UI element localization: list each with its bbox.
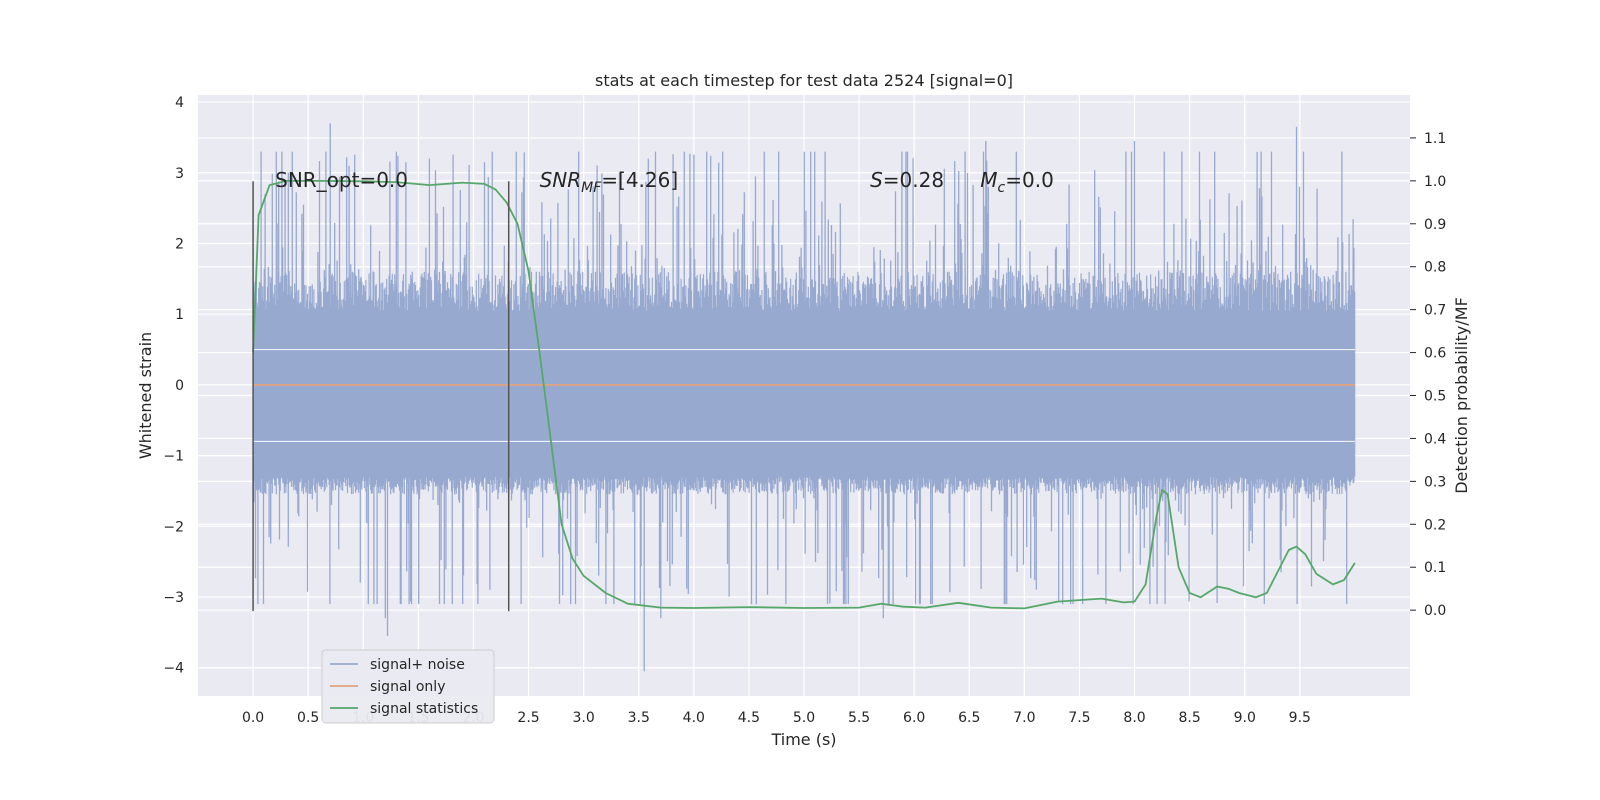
y2-tick-label: 0.7 [1424,303,1446,319]
x-tick-label: 7.0 [1013,710,1035,726]
x-tick-label: 2.5 [517,710,539,726]
y2-tick-label: 1.1 [1424,131,1446,147]
legend-label: signal only [370,679,445,695]
y2-tick-label: 0.5 [1424,389,1446,405]
x-axis-label: Time (s) [770,730,836,749]
y-tick-label: −1 [163,449,184,465]
y2-tick-label: 0.9 [1424,217,1446,233]
y-tick-label: 4 [175,95,184,111]
x-tick-label: 9.5 [1289,710,1311,726]
vertical-markers [252,181,510,612]
y-axis-ticks: 4 3 2 1 0 −1 −2 −3 −4 [163,95,184,677]
noise-core [252,271,1356,495]
y2-axis-label: Detection probability/MF [1452,297,1471,494]
y2-tick-label: 0.0 [1424,603,1446,619]
stat-annotation: SNRMF=[4.26] [540,168,679,196]
x-tick-label: 5.0 [793,710,815,726]
x-tick-label: 7.5 [1068,710,1090,726]
x-tick-label: 4.5 [738,710,760,726]
y-tick-label: −2 [163,519,184,535]
y2-tick-label: 1.0 [1424,174,1446,190]
line-series [252,180,1356,610]
y-tick-label: 2 [175,236,184,252]
x-tick-label: 0.5 [297,710,319,726]
x-tick-label: 0.0 [242,710,264,726]
x-tick-label: 6.5 [958,710,980,726]
x-tick-label: 3.0 [573,710,595,726]
stat-annotation: SNR_opt=0.0 [275,168,408,192]
x-tick-label: 9.0 [1234,710,1256,726]
y2-tick-label: 0.2 [1424,517,1446,533]
y2-axis-ticks: 1.1 1.0 0.9 0.8 0.7 0.6 0.5 0.4 0.3 0.2 0.1 0.0 [1410,131,1446,619]
annotations: SNR_opt=0.0 SNRMF=[4.26] S=0.28 Mc=0.0 [275,168,1054,196]
legend-label: signal+ noise [370,657,465,673]
y-tick-label: −4 [163,661,184,677]
legend-box [321,649,495,724]
x-tick-label: 5.5 [848,710,870,726]
x-tick-label: 8.5 [1179,710,1201,726]
y2-tick-label: 0.8 [1424,260,1446,276]
y2-tick-label: 0.6 [1424,346,1446,362]
y2-tick-label: 0.4 [1424,431,1446,447]
y-tick-label: 3 [175,166,184,182]
stat-annotation: S=0.28 [870,168,944,192]
x-tick-label: 8.0 [1123,710,1145,726]
y2-tick-label: 0.3 [1424,474,1446,490]
legend: signal+ noise signal only signal statistic… [321,649,495,724]
y-tick-label: 0 [175,378,184,394]
y-tick-label: −3 [163,590,184,606]
chart-title: stats at each timestep for test data 252… [595,71,1013,90]
stat-annotation: Mc=0.0 [980,168,1054,196]
legend-label: signal statistics [370,701,478,717]
x-tick-label: 6.0 [903,710,925,726]
y-axis-label: Whitened strain [136,332,155,459]
y2-tick-label: 0.1 [1424,560,1446,576]
series-line [252,180,1356,610]
y-tick-label: 1 [175,307,184,323]
x-tick-label: 3.5 [628,710,650,726]
x-tick-label: 4.0 [683,710,705,726]
